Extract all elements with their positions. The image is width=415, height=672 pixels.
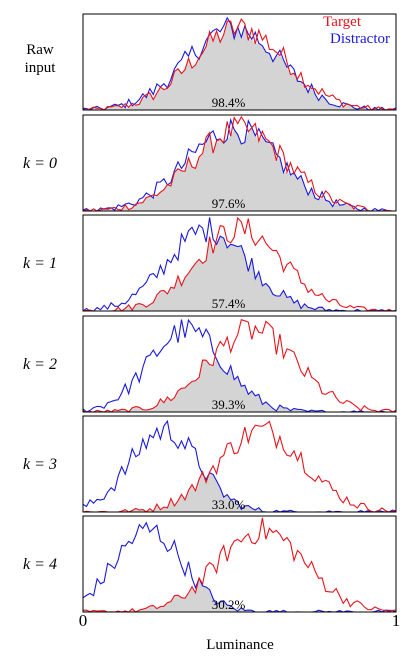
panel-frame [82,214,397,312]
row-label: k = 4 [23,556,57,573]
overlap-label: 98.4% [212,95,246,110]
panel-frame [82,13,397,111]
overlap-label: 39.3% [212,397,246,412]
panel-frame [82,114,397,212]
panel-frame [82,415,397,513]
panel-0: 98.4% Raw input [25,13,397,111]
overlap-label: 97.6% [212,196,246,211]
overlap-area [83,236,396,311]
row-label: k = 1 [23,255,57,272]
target-line [83,517,397,613]
row-label: k = 2 [23,356,57,373]
overlap-label: 30.2% [212,597,246,612]
panel-5: 30.2% k = 4 [23,515,397,613]
target-line [82,318,397,413]
legend-distractor: Distractor [330,31,390,47]
overlap-label: 57.4% [212,296,246,311]
target-line [82,115,396,212]
row-label: Raw [26,42,54,58]
row-label: k = 3 [23,456,57,473]
panel-1: 97.6% k = 0 [23,114,397,212]
panel-frame [82,315,397,413]
panel-2: 57.4% k = 1 [23,214,397,312]
overlap-area [83,127,396,211]
target-line [83,216,396,312]
x-tick-0: 0 [79,611,88,630]
overlap-area [83,359,396,412]
panel-frame [82,515,397,613]
row-label: input [25,60,57,76]
legend-target: Target [323,14,362,30]
row-label: k = 0 [23,155,57,172]
panel-3: 39.3% k = 2 [23,315,397,413]
panel-4: 33.0% k = 3 [23,415,397,513]
overlap-label: 33.0% [212,497,246,512]
x-axis-label: Luminance [206,637,274,653]
target-line [82,420,397,513]
x-tick-1: 1 [392,611,401,630]
target-line [82,18,397,111]
distractor-line [82,16,397,111]
